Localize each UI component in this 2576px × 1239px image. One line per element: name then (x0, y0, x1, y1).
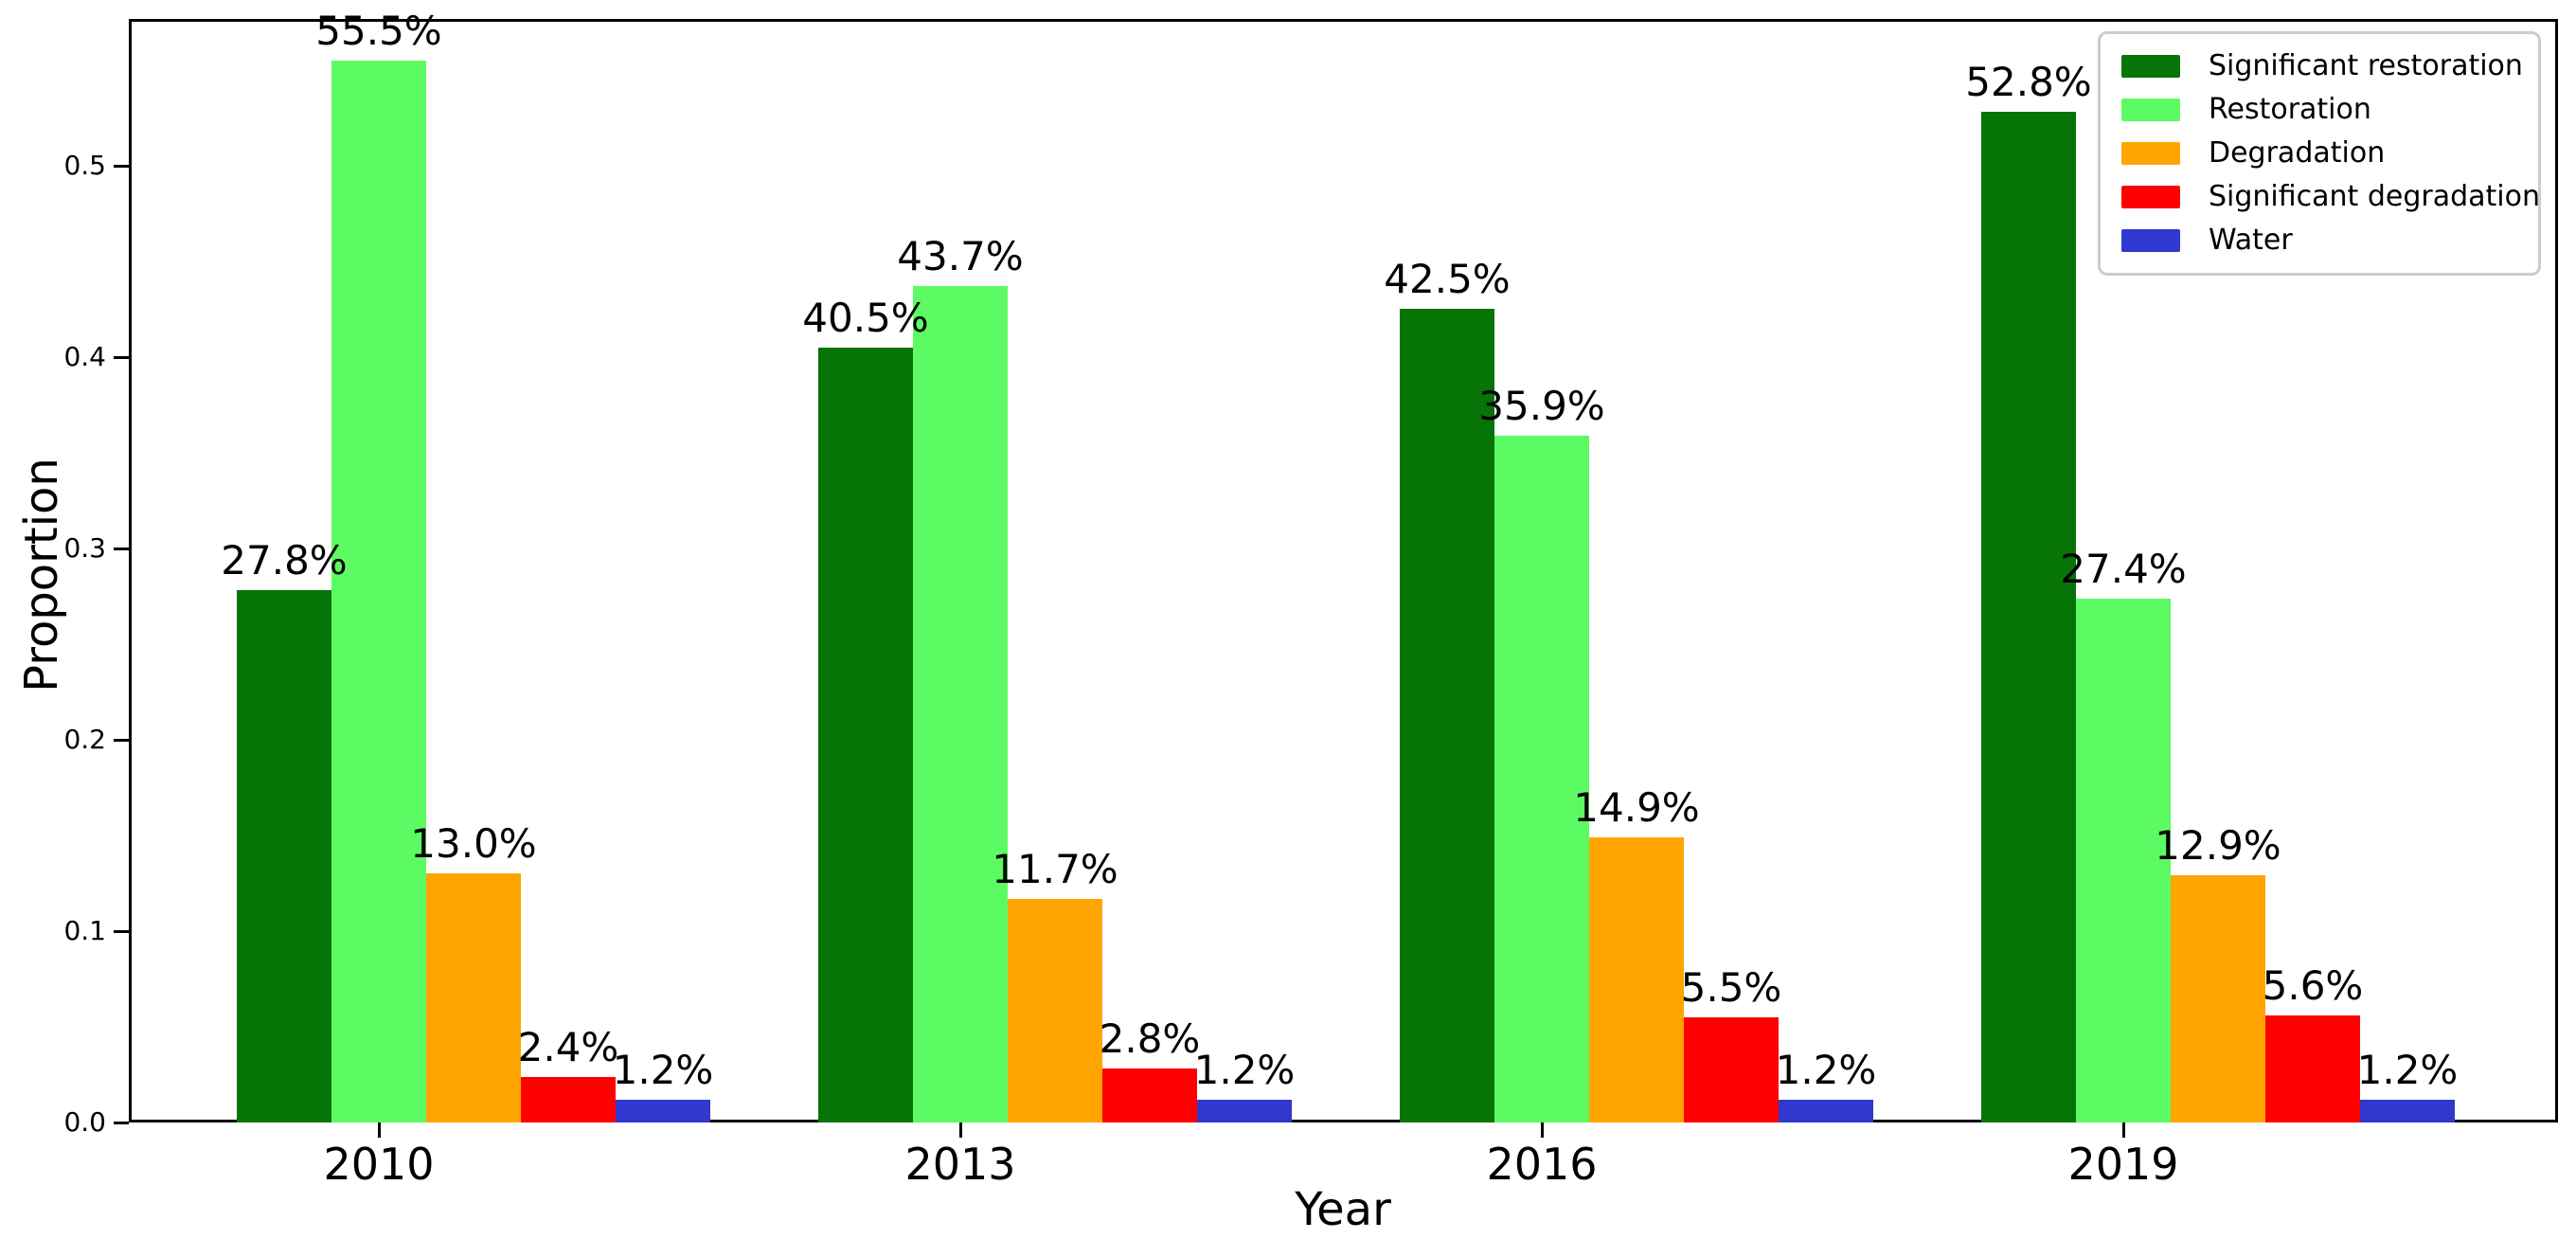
x-axis-title: Year (1295, 1183, 1391, 1236)
x-tick-mark-2013 (958, 1122, 962, 1138)
legend-label: Water (2209, 224, 2293, 257)
legend-row-restoration: Restoration (2121, 88, 2529, 132)
legend-swatch-degradation (2121, 142, 2180, 165)
legend-row-significant-degradation: Significant degradation (2121, 175, 2540, 219)
legend-swatch-water (2121, 229, 2180, 252)
legend-label: Significant degradation (2209, 180, 2541, 213)
legend-row-degradation: Degradation (2121, 132, 2529, 175)
legend-label: Significant restoration (2209, 49, 2523, 82)
y-tick-mark-0.3 (114, 547, 129, 550)
y-tick-mark-0.4 (114, 355, 129, 359)
x-tick-label-2010: 2010 (323, 1139, 435, 1190)
y-tick-mark-0.2 (114, 738, 129, 742)
legend: Significant restoration Restoration Degrad… (2098, 31, 2541, 276)
x-tick-label-2013: 2013 (904, 1139, 1016, 1190)
x-tick-mark-2010 (377, 1122, 381, 1138)
y-tick-mark-0.1 (114, 929, 129, 933)
x-tick-label-2016: 2016 (1486, 1139, 1598, 1190)
y-axis-title: Proportion (15, 458, 68, 692)
y-tick-label: 0.0 (63, 1106, 106, 1138)
y-tick-label: 0.2 (63, 724, 106, 755)
legend-label: Degradation (2209, 136, 2386, 170)
x-tick-mark-2019 (2121, 1122, 2125, 1138)
legend-row-significant-restoration: Significant restoration (2121, 45, 2529, 88)
legend-swatch-significant-restoration (2121, 55, 2180, 78)
y-tick-mark-0.5 (114, 164, 129, 168)
x-tick-mark-2016 (1540, 1122, 1544, 1138)
y-tick-label: 0.1 (63, 915, 106, 946)
legend-row-water: Water (2121, 219, 2529, 262)
legend-swatch-restoration (2121, 99, 2180, 121)
y-tick-mark-0.0 (114, 1121, 129, 1124)
y-tick-label: 0.4 (63, 341, 106, 372)
legend-swatch-significant-degradation (2121, 186, 2180, 208)
y-tick-label: 0.5 (63, 150, 106, 181)
x-tick-label-2019: 2019 (2067, 1139, 2179, 1190)
legend-label: Restoration (2209, 93, 2371, 126)
